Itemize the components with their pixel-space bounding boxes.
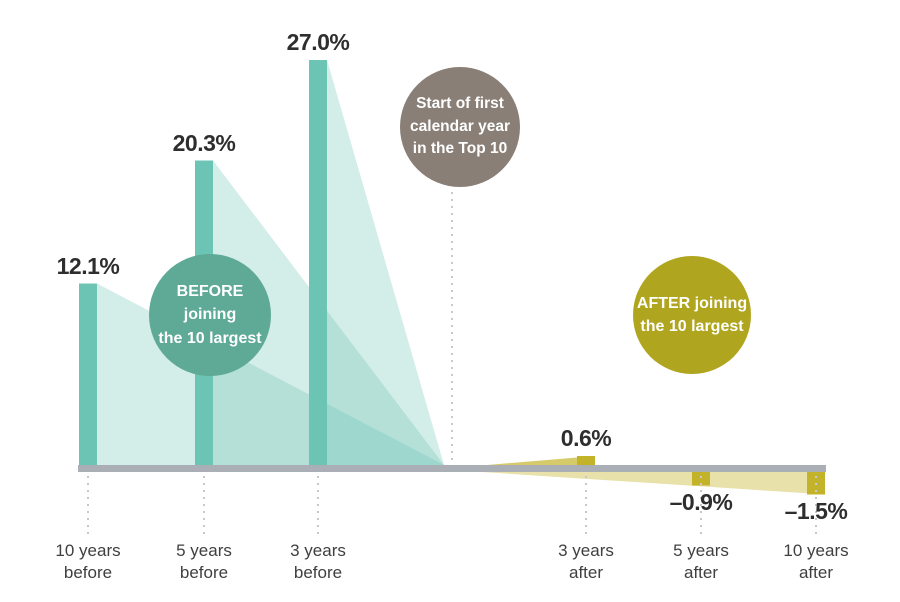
bar-3-years-after <box>577 456 595 465</box>
category-label-5-years-after: 5 years after <box>673 541 729 583</box>
value-label-3-years-after: 0.6% <box>560 425 612 451</box>
bubble-start-line3: in the Top 10 <box>412 140 508 158</box>
fan-before-2 <box>327 60 444 465</box>
category-label-10-years-before: 10 years before <box>55 541 121 583</box>
bubble-after-line1: AFTER joining <box>636 294 748 312</box>
baseline-axis <box>78 465 826 472</box>
category-label-3-years-after: 3 years after <box>558 541 614 583</box>
bubble-before-line1: BEFORE joining <box>176 283 244 324</box>
bubble-before-joining: BEFORE joining the 10 largest <box>149 254 271 376</box>
bubble-start-line1: Start of first <box>416 95 504 113</box>
category-label-3-years-before: 3 years before <box>290 541 346 583</box>
value-label-3-years-before: 27.0% <box>286 29 350 55</box>
bubble-before-line2: the 10 largest <box>158 329 262 347</box>
value-label-5-years-before: 20.3% <box>172 129 236 156</box>
bubble-after-joining: AFTER joining the 10 largest <box>633 256 751 374</box>
bubble-after-line2: the 10 largest <box>640 318 744 335</box>
bar-3-years-before <box>309 60 327 465</box>
fan-after-lower <box>482 472 825 495</box>
fan-after-upper <box>487 456 595 465</box>
bubble-start-line2: calendar year <box>410 117 510 135</box>
bubble-start-top10: Start of first calendar year in the Top … <box>400 67 520 187</box>
value-label-5-years-after: –0.9% <box>669 488 733 515</box>
bar-10-years-before <box>79 283 97 465</box>
bar-5-years-after <box>692 472 710 486</box>
category-label-10-years-after: 10 years after <box>783 541 849 583</box>
value-label-10-years-before: 12.1% <box>56 252 120 279</box>
category-label-5-years-before: 5 years before <box>176 541 232 583</box>
fan-before-1 <box>213 160 444 465</box>
value-label-10-years-after: –1.5% <box>784 497 848 524</box>
